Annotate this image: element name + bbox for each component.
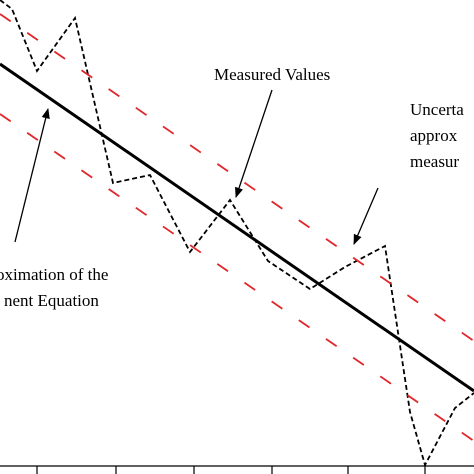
measured-values-label: Measured Values — [214, 65, 330, 84]
approximation-series-line — [0, 62, 474, 393]
uncertainty-label-line3: measur — [410, 152, 459, 171]
approximation-label-line2: nent Equation — [4, 291, 99, 310]
approximation-label-line1: oximation of the — [0, 265, 108, 284]
uncertainty-label-line1: Uncerta — [410, 100, 464, 119]
uncertainty-label-line2: approx — [410, 126, 458, 145]
approximation-arrow — [14, 107, 50, 243]
x-axis-ticks — [36, 466, 426, 474]
uncertainty-arrow — [353, 187, 379, 245]
measured-values-arrow — [235, 89, 273, 198]
